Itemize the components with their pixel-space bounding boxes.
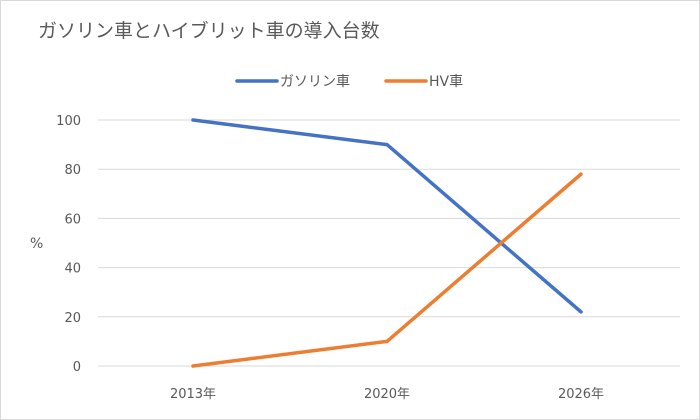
gridlines xyxy=(98,119,680,367)
legend-label: HV車 xyxy=(429,73,463,90)
y-axis-ticks: 0 20 40 60 80 100 xyxy=(56,114,81,375)
y-tick-label: 20 xyxy=(64,311,81,326)
y-tick-label: 40 xyxy=(64,262,81,277)
chart-title: ガソリン車とハイブリット車の導入台数 xyxy=(38,20,380,42)
legend: ガソリン車 HV車 xyxy=(235,73,463,90)
y-tick-label: 80 xyxy=(64,163,81,178)
y-tick-label: 0 xyxy=(73,360,81,375)
series-line-0 xyxy=(191,118,583,314)
x-tick-label: 2020年 xyxy=(364,387,410,402)
y-axis-label: % xyxy=(30,236,43,252)
series-lines xyxy=(191,118,583,368)
y-tick-label: 100 xyxy=(56,114,81,129)
series-line-1 xyxy=(191,172,583,368)
x-axis-ticks: 2013年 2020年 2026年 xyxy=(170,387,604,402)
x-tick-label: 2013年 xyxy=(170,387,216,402)
legend-label: ガソリン車 xyxy=(280,73,350,90)
y-tick-label: 60 xyxy=(64,212,81,227)
x-tick-label: 2026年 xyxy=(558,387,604,402)
